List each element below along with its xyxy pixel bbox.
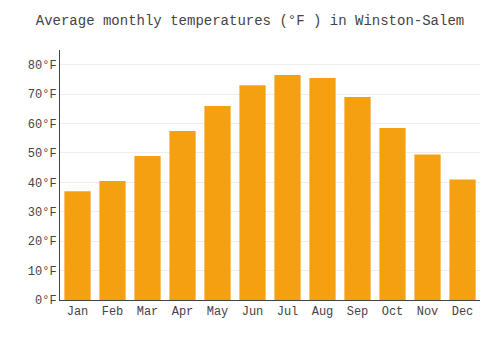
svg-text:Sep: Sep <box>347 305 369 319</box>
svg-text:Apr: Apr <box>172 305 194 319</box>
svg-text:Jan: Jan <box>67 305 89 319</box>
svg-text:80°F: 80°F <box>28 59 57 73</box>
svg-text:Feb: Feb <box>102 305 124 319</box>
svg-text:Average monthly temperatures (: Average monthly temperatures (°F ) in Wi… <box>36 13 464 29</box>
svg-text:May: May <box>207 305 229 319</box>
svg-text:60°F: 60°F <box>28 118 57 132</box>
svg-text:Oct: Oct <box>382 305 404 319</box>
svg-text:Mar: Mar <box>137 305 159 319</box>
svg-text:20°F: 20°F <box>28 235 57 249</box>
svg-text:40°F: 40°F <box>28 177 57 191</box>
svg-text:Nov: Nov <box>417 305 439 319</box>
svg-text:30°F: 30°F <box>28 206 57 220</box>
svg-text:Aug: Aug <box>312 305 334 319</box>
svg-text:50°F: 50°F <box>28 147 57 161</box>
svg-text:Jun: Jun <box>242 305 264 319</box>
svg-text:70°F: 70°F <box>28 88 57 102</box>
svg-text:0°F: 0°F <box>35 294 57 308</box>
svg-text:Dec: Dec <box>452 305 474 319</box>
svg-text:Jul: Jul <box>277 305 299 319</box>
svg-text:10°F: 10°F <box>28 265 57 279</box>
